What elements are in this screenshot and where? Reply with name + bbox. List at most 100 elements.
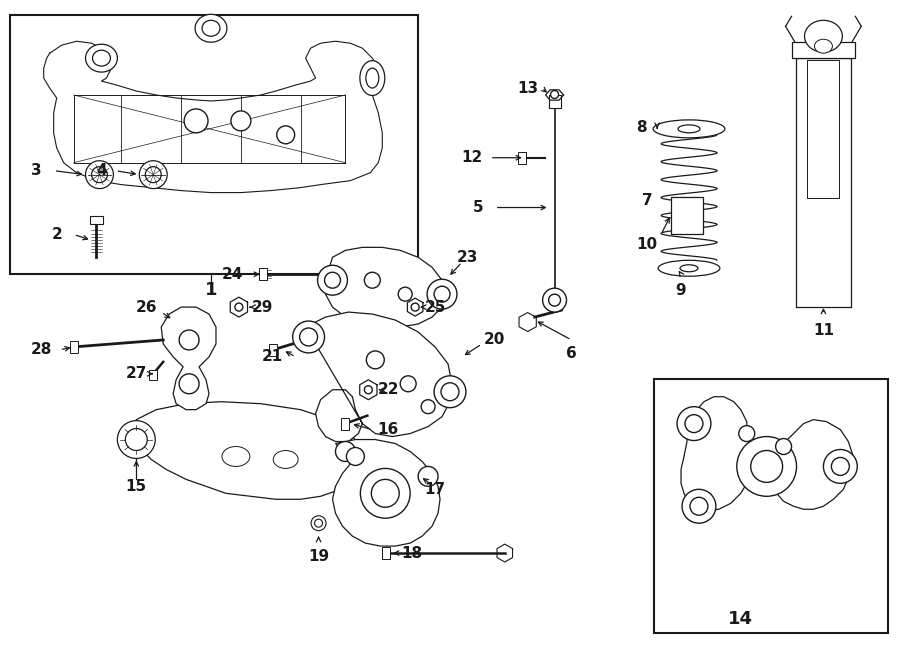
Ellipse shape: [311, 516, 326, 531]
Ellipse shape: [222, 446, 250, 467]
Circle shape: [179, 330, 199, 350]
Text: 2: 2: [51, 227, 62, 242]
Ellipse shape: [117, 420, 155, 459]
Text: 22: 22: [377, 382, 399, 397]
Bar: [269, 344, 276, 356]
Text: 5: 5: [472, 200, 483, 215]
Circle shape: [690, 497, 708, 515]
Circle shape: [400, 376, 416, 392]
Text: 19: 19: [308, 549, 329, 563]
Ellipse shape: [195, 15, 227, 42]
Bar: [518, 152, 526, 164]
Circle shape: [300, 328, 318, 346]
Circle shape: [682, 489, 716, 523]
Text: 15: 15: [126, 479, 147, 494]
Ellipse shape: [92, 167, 107, 183]
Circle shape: [411, 303, 419, 311]
Text: 8: 8: [636, 120, 646, 135]
Bar: [796, 58, 851, 307]
Circle shape: [685, 414, 703, 432]
Text: 3: 3: [32, 163, 42, 178]
Ellipse shape: [678, 125, 700, 133]
Circle shape: [434, 286, 450, 302]
Text: 7: 7: [642, 193, 652, 208]
Text: 23: 23: [457, 250, 479, 265]
Circle shape: [434, 376, 466, 408]
Text: 21: 21: [262, 350, 284, 364]
Ellipse shape: [125, 428, 148, 451]
Text: 13: 13: [518, 81, 538, 95]
Circle shape: [418, 467, 438, 487]
Text: 10: 10: [636, 237, 658, 252]
Bar: [149, 370, 158, 380]
Bar: [89, 216, 104, 224]
Text: 24: 24: [222, 267, 244, 282]
Text: 25: 25: [425, 300, 446, 314]
Bar: [654, 379, 888, 633]
Ellipse shape: [658, 260, 720, 276]
Circle shape: [360, 469, 410, 518]
Circle shape: [551, 91, 559, 99]
Bar: [792, 42, 855, 58]
Bar: [341, 418, 349, 430]
Circle shape: [824, 449, 858, 483]
Circle shape: [737, 436, 796, 496]
Polygon shape: [306, 312, 452, 442]
Text: 1: 1: [205, 281, 217, 299]
Ellipse shape: [315, 519, 322, 527]
Text: 18: 18: [401, 545, 423, 561]
Circle shape: [776, 438, 792, 455]
Circle shape: [364, 272, 381, 288]
Circle shape: [366, 351, 384, 369]
Polygon shape: [136, 402, 363, 499]
Ellipse shape: [86, 161, 113, 189]
Polygon shape: [332, 440, 440, 546]
Circle shape: [235, 303, 243, 311]
Ellipse shape: [202, 21, 220, 36]
Circle shape: [292, 321, 325, 353]
Text: 9: 9: [676, 283, 687, 298]
Text: 16: 16: [378, 422, 399, 437]
Ellipse shape: [86, 44, 117, 72]
Text: 28: 28: [31, 342, 52, 357]
Bar: [259, 268, 266, 280]
Circle shape: [739, 426, 755, 442]
Circle shape: [428, 279, 457, 309]
Bar: [549, 95, 561, 108]
Ellipse shape: [805, 21, 842, 52]
Text: 12: 12: [462, 150, 482, 166]
Ellipse shape: [145, 167, 161, 183]
Circle shape: [336, 442, 356, 461]
Circle shape: [364, 386, 373, 394]
Circle shape: [549, 294, 561, 306]
Bar: [671, 197, 703, 234]
Ellipse shape: [814, 39, 832, 53]
Bar: [10, 15, 418, 274]
Circle shape: [318, 265, 347, 295]
Circle shape: [179, 374, 199, 394]
Ellipse shape: [140, 161, 167, 189]
Ellipse shape: [366, 68, 379, 88]
Text: 6: 6: [566, 346, 577, 361]
Circle shape: [398, 287, 412, 301]
Bar: [807, 60, 840, 197]
Text: 29: 29: [252, 300, 274, 314]
Text: 26: 26: [136, 300, 157, 314]
Circle shape: [231, 111, 251, 131]
Ellipse shape: [653, 120, 724, 138]
Circle shape: [677, 406, 711, 440]
Ellipse shape: [274, 451, 298, 469]
Bar: [382, 547, 391, 559]
Circle shape: [184, 109, 208, 133]
Circle shape: [276, 126, 294, 144]
Ellipse shape: [360, 61, 385, 95]
Circle shape: [751, 451, 783, 483]
Ellipse shape: [93, 50, 111, 66]
Circle shape: [441, 383, 459, 401]
Circle shape: [346, 448, 364, 465]
Circle shape: [421, 400, 435, 414]
Text: 4: 4: [96, 163, 107, 178]
Circle shape: [543, 288, 566, 312]
Circle shape: [832, 457, 850, 475]
Ellipse shape: [680, 265, 698, 271]
